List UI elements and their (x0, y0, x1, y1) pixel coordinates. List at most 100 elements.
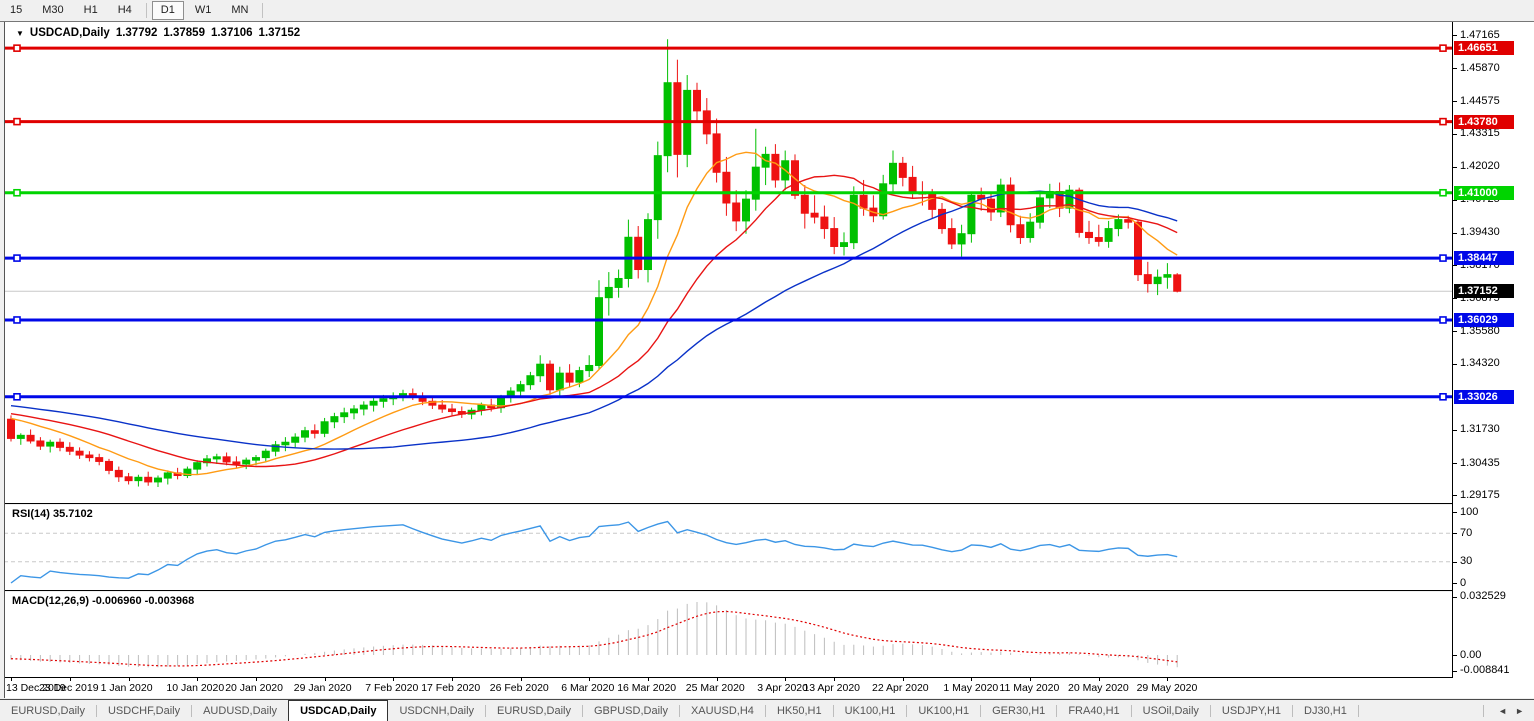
timeframe-button-d1[interactable]: D1 (151, 1, 184, 20)
date-label: 22 Apr 2020 (872, 682, 929, 694)
tab-separator (1056, 704, 1058, 717)
current-price-badge: 1.37152 (1454, 284, 1514, 299)
price-badge-1.46651: 1.46651 (1454, 41, 1514, 56)
price-axis-label: 1.45870 (1460, 61, 1500, 74)
tab-audusd-daily[interactable]: AUDUSD,Daily (203, 704, 278, 717)
timeframe-button-h4[interactable]: H4 (117, 4, 132, 16)
axis-tick (1453, 133, 1457, 135)
rsi-axis-label: 100 (1460, 505, 1479, 518)
date-tick (520, 678, 522, 681)
date-tick (1030, 678, 1032, 681)
tab-scroll-right-icon[interactable]: ► (1515, 705, 1524, 716)
axis-tick (1453, 429, 1457, 431)
price-axis-label: 1.31730 (1460, 423, 1500, 436)
hline-handle (13, 44, 21, 52)
symbol-tabs: EURUSD,Daily USDCHF,Daily AUDUSD,Daily USDC… (0, 699, 1534, 721)
axis-tick (1453, 363, 1457, 365)
tab-usdcad-daily[interactable]: USDCAD,Daily (288, 700, 389, 721)
hline-handle (13, 117, 21, 126)
tab-usdchf-daily[interactable]: USDCHF,Daily (107, 704, 181, 717)
price-axis[interactable]: 1.471651.458701.445751.433151.420201.407… (1452, 22, 1534, 678)
axis-tick (1453, 101, 1457, 103)
axis-tick (1453, 331, 1457, 333)
date-tick (393, 678, 395, 681)
tab-xauusd-h4[interactable]: XAUUSD,H4 (690, 704, 754, 717)
axis-tick (1453, 463, 1457, 465)
timeframe-button-mn[interactable]: MN (231, 4, 249, 16)
timeframe-button-15[interactable]: 15 (10, 4, 23, 16)
date-label: 13 Apr 2020 (803, 682, 861, 694)
axis-tick (1453, 512, 1457, 513)
price-badge-1.33026: 1.33026 (1454, 389, 1514, 404)
rsi-axis-label: 70 (1460, 526, 1473, 539)
date-tick (971, 678, 973, 681)
toolbar-separator (145, 3, 147, 18)
date-tick (11, 678, 12, 681)
chart-window-top-border (0, 21, 1534, 22)
date-tick (785, 678, 787, 681)
date-label: 23 Dec 2019 (39, 682, 99, 694)
tab-eurusd-daily[interactable]: EURUSD,Daily (11, 704, 85, 717)
date-axis[interactable]: 13 Dec 2019 23 Dec 2019 1 Jan 2020 10 Jan 2… (4, 678, 1534, 698)
tab-separator (764, 704, 766, 717)
tab-scroll-left-icon[interactable]: ◄ (1498, 705, 1508, 716)
tab-separator (1209, 704, 1211, 717)
chart-left-border (4, 22, 5, 698)
tab-fra40-h1[interactable]: FRA40,H1 (1068, 704, 1120, 717)
tab-separator (1130, 704, 1132, 717)
toolbar-separator (262, 3, 264, 18)
tab-ger30-h1[interactable]: GER30,H1 (992, 704, 1046, 717)
tab-usdcnh-daily[interactable]: USDCNH,Daily (399, 704, 475, 717)
chart-title: ▼ USDCAD,Daily 1.37792 1.37859 1.37106 1… (16, 27, 300, 39)
hline-handle (13, 254, 21, 262)
macd-chart (10, 601, 1178, 668)
macd-label: MACD(12,26,9) -0.006960 -0.003968 (12, 595, 195, 607)
tab-separator (95, 704, 97, 717)
date-label: 11 May 2020 (999, 682, 1060, 694)
ohlc-high: 1.37859 (163, 27, 205, 39)
axis-tick (1453, 35, 1457, 36)
date-tick (256, 678, 257, 681)
timeframe-toolbar: 15 M30 H1 H4 D1 W1 MN (0, 0, 1534, 22)
tab-gbpusd-daily[interactable]: GBPUSD,Daily (594, 704, 668, 717)
timeframe-button-m30[interactable]: M30 (42, 4, 64, 16)
main-price-pane[interactable]: ▼ USDCAD,Daily 1.37792 1.37859 1.37106 1… (4, 22, 1452, 504)
hline-handle (13, 188, 21, 197)
date-label: 29 May 2020 (1136, 682, 1198, 694)
price-axis-label: 1.42020 (1460, 160, 1500, 173)
tab-eurusd-daily[interactable]: EURUSD,Daily (497, 704, 571, 717)
hline-handle (13, 393, 21, 401)
axis-tick (1453, 265, 1457, 267)
rsi-label: RSI(14) 35.7102 (12, 508, 93, 520)
rsi-chart (4, 520, 1452, 584)
axis-tick (1453, 495, 1457, 497)
price-badge-1.38447: 1.38447 (1454, 251, 1514, 266)
tab-usdjpy-h1[interactable]: USDJPY,H1 (1221, 704, 1282, 717)
hline-handle (1439, 393, 1447, 401)
axis-tick (1453, 68, 1457, 70)
macd-axis-label: 0.00 (1460, 648, 1482, 661)
tab-usoil-daily[interactable]: USOil,Daily (1142, 704, 1199, 717)
tab-separator (1357, 704, 1359, 717)
macd-axis-label: 0.032529 (1460, 590, 1506, 603)
timeframe-button-w1[interactable]: W1 (194, 4, 212, 16)
date-label: 3 Apr 2020 (757, 682, 808, 694)
tab-uk100-h1[interactable]: UK100,H1 (844, 704, 896, 717)
timeframe-button-h1[interactable]: H1 (83, 4, 98, 16)
chart-dropdown-icon[interactable]: ▼ (16, 28, 24, 38)
tab-hk50-h1[interactable]: HK50,H1 (776, 704, 822, 717)
date-tick (648, 678, 649, 681)
tab-dj30-h1[interactable]: DJ30,H1 (1304, 704, 1347, 717)
date-label: 13 Dec 2019 (6, 682, 66, 694)
date-label: 10 Jan 2020 (166, 682, 225, 694)
tab-uk100-h1[interactable]: UK100,H1 (918, 704, 970, 717)
axis-tick (1453, 166, 1457, 168)
macd-pane[interactable]: MACD(12,26,9) -0.006960 -0.003968 (4, 592, 1452, 678)
date-tick (128, 678, 130, 681)
date-tick (902, 678, 904, 681)
axis-tick (1453, 583, 1457, 584)
date-label: 1 May 2020 (943, 682, 999, 694)
rsi-pane[interactable]: RSI(14) 35.7102 (4, 505, 1452, 591)
date-label: 25 Mar 2020 (685, 682, 745, 694)
